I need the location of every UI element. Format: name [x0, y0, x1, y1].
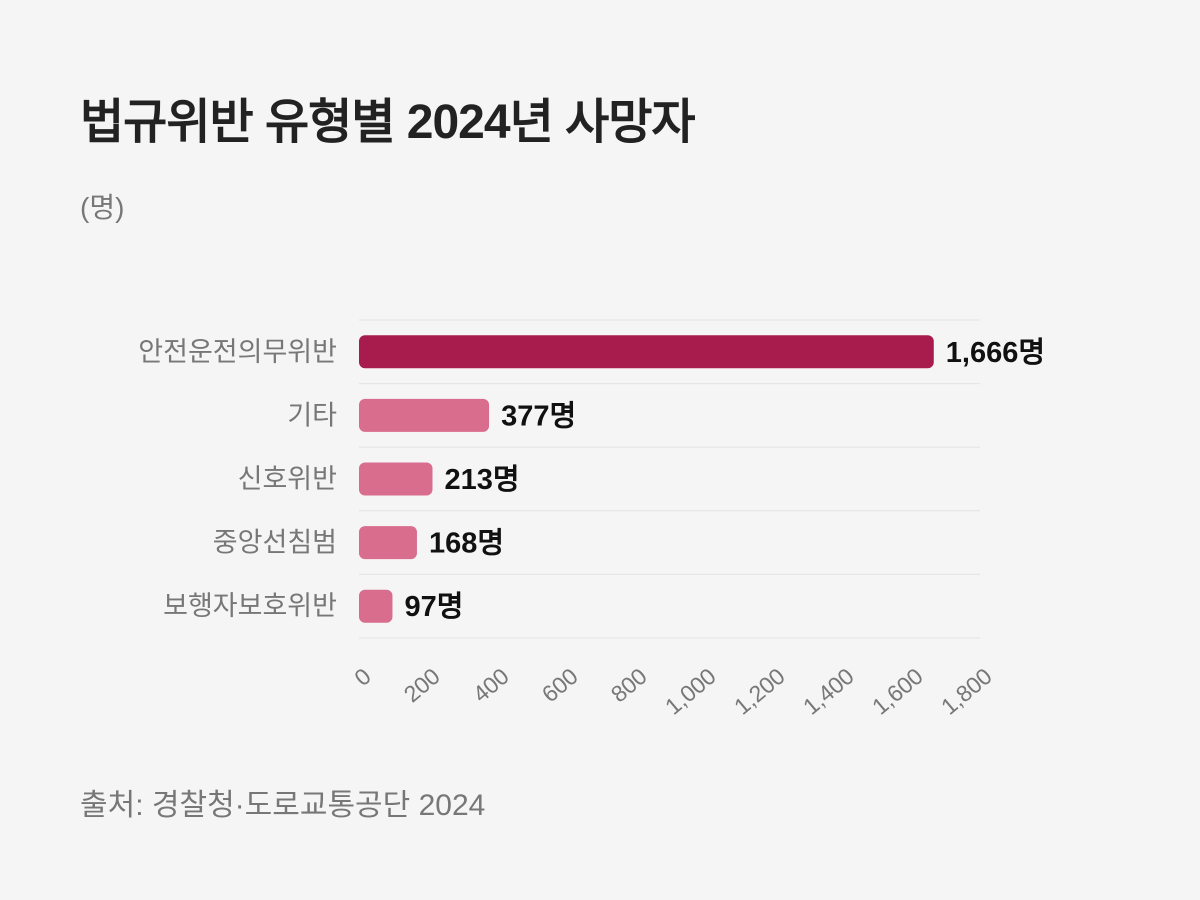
- bar: [359, 589, 393, 623]
- bar: [359, 335, 934, 369]
- unit-label: (명): [80, 192, 125, 223]
- x-tick-label: 1,800: [936, 663, 997, 720]
- category-label: 보행자보호위반: [163, 591, 337, 621]
- value-label: 97명: [404, 590, 463, 623]
- category-label: 신호위반: [238, 464, 337, 494]
- x-tick-label: 400: [468, 663, 514, 708]
- bar: [359, 462, 433, 496]
- x-tick-label: 1,600: [867, 663, 928, 720]
- chart-title: 법규위반 유형별 2024년 사망자: [80, 96, 696, 149]
- category-label: 안전운전의무위반: [138, 337, 337, 367]
- x-tick-label: 1,000: [660, 663, 721, 720]
- x-tick-label: 600: [537, 663, 583, 708]
- value-label: 1,666명: [946, 336, 1045, 369]
- value-label: 168명: [429, 527, 504, 560]
- x-tick-label: 0: [349, 663, 376, 691]
- x-tick-label: 1,400: [798, 663, 859, 720]
- x-tick-label: 200: [399, 663, 445, 708]
- category-label: 기타: [287, 400, 337, 430]
- x-tick-label: 1,200: [729, 663, 790, 720]
- bar: [359, 526, 417, 560]
- bar: [359, 398, 490, 432]
- source-note: 출처: 경찰청·도로교통공단 2024: [80, 789, 486, 822]
- value-label: 377명: [501, 399, 576, 432]
- value-label: 213명: [444, 463, 519, 496]
- x-tick-label: 800: [606, 663, 652, 708]
- category-label: 중앙선침범: [213, 528, 337, 558]
